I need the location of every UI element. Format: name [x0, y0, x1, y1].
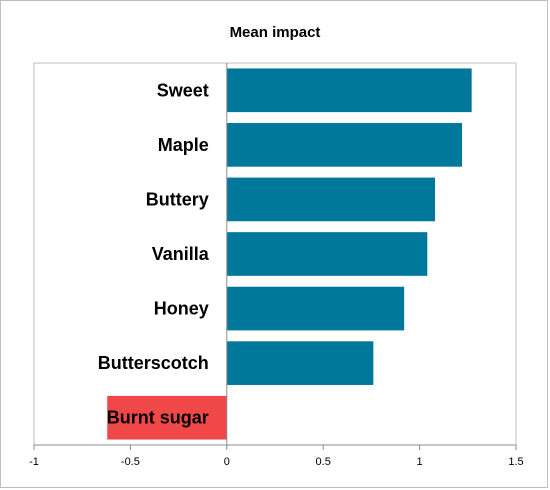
bar-buttery	[226, 177, 436, 222]
axes: -1 -0.5 0 0.5 1 1.5	[29, 63, 524, 468]
x-tick-label: -0.5	[121, 456, 140, 468]
category-label: Maple	[158, 135, 209, 155]
category-label: Sweet	[157, 80, 209, 100]
chart-title: Mean impact	[230, 24, 321, 41]
bar-vanilla	[226, 232, 428, 276]
x-tick-label: 1	[417, 456, 423, 468]
category-label: Honey	[154, 299, 209, 319]
category-label: Butterscotch	[98, 353, 209, 373]
category-label: Buttery	[146, 189, 209, 209]
bar-burnt-sugar	[107, 395, 227, 440]
bar-maple	[226, 123, 463, 167]
x-tick-label: 0.5	[316, 456, 331, 468]
x-tick-label: 0	[224, 456, 230, 468]
bars-group	[107, 68, 472, 440]
category-label: Burnt sugar	[107, 408, 209, 428]
category-label: Vanilla	[152, 244, 210, 264]
bar-honey	[226, 286, 405, 331]
category-labels: Sweet Maple Buttery Vanilla Honey Butterscotc…	[98, 80, 210, 427]
bar-butterscotch	[226, 341, 374, 385]
x-tick-label: 1.5	[508, 456, 523, 468]
bar-sweet	[226, 68, 472, 113]
x-tick-label: -1	[29, 456, 39, 468]
